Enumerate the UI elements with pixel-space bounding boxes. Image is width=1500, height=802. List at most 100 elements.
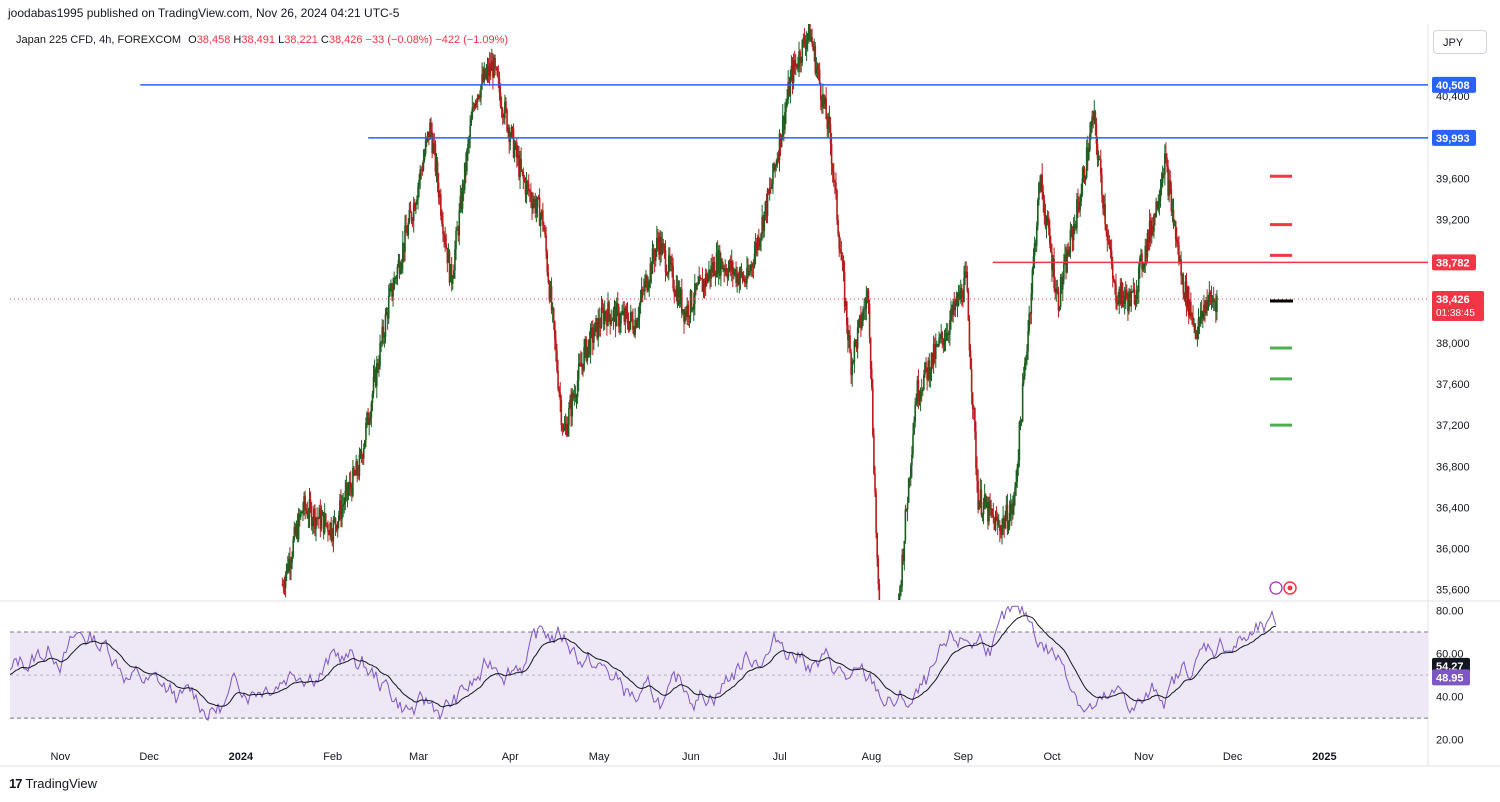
candle-body	[1110, 250, 1113, 265]
candle-body	[507, 127, 509, 131]
candle-body	[983, 494, 986, 503]
candle-body	[1035, 226, 1038, 246]
rsi-tick-label-3: 20.00	[1436, 735, 1464, 747]
candle-body	[392, 289, 394, 297]
candle-body	[322, 512, 325, 533]
candle-body	[905, 509, 908, 511]
candle-body	[827, 116, 830, 129]
candle-body	[518, 155, 520, 177]
price-tick-label-3: 38,000	[1436, 338, 1470, 350]
candle-body	[1052, 259, 1054, 271]
candle-body	[801, 39, 804, 63]
candle-body	[1211, 298, 1214, 302]
candle-body	[590, 327, 593, 329]
candle-body	[987, 502, 989, 522]
candle-body	[612, 310, 615, 321]
candle-body	[563, 427, 566, 431]
candle-body	[500, 106, 503, 110]
candle-body	[696, 284, 698, 290]
candle-body	[664, 249, 667, 273]
candle-body	[413, 203, 416, 211]
candle-body	[1130, 292, 1132, 307]
candle-body	[470, 118, 473, 126]
candle-body	[1093, 111, 1096, 121]
candle-body	[636, 321, 639, 328]
candle-body	[543, 225, 545, 232]
candle-body	[339, 500, 341, 516]
candle-body	[671, 262, 673, 266]
candle-body	[849, 335, 851, 353]
candle-body	[1034, 243, 1037, 246]
candle-body	[816, 66, 819, 70]
candle-body	[1002, 517, 1004, 526]
candle-body	[847, 325, 849, 341]
candle-body	[727, 268, 730, 278]
candle-body	[337, 515, 340, 522]
candle-body	[391, 283, 393, 297]
candle-body	[345, 483, 348, 492]
candle-body	[883, 731, 885, 761]
candle-body	[788, 82, 791, 97]
candle-body	[491, 60, 493, 71]
candle-body	[1014, 486, 1016, 495]
candle-body	[1126, 289, 1128, 299]
candle-body	[418, 180, 420, 187]
candle-body	[714, 275, 717, 277]
candle-body	[868, 303, 871, 338]
candle-body	[1085, 147, 1088, 178]
candle-body	[707, 276, 709, 283]
candle-body	[475, 101, 478, 103]
candle-body	[956, 296, 959, 306]
candle-body	[729, 260, 732, 272]
currency-button[interactable]: JPY	[1433, 30, 1487, 54]
candle-body	[333, 518, 336, 521]
candle-body	[446, 247, 449, 264]
candle-body	[772, 163, 774, 184]
candle-body	[1076, 199, 1078, 229]
candle-body	[540, 210, 543, 216]
low-label: L	[278, 34, 285, 46]
candle-body	[555, 339, 557, 351]
candle-body	[1173, 221, 1176, 226]
candle-body	[1177, 242, 1179, 245]
candle-body	[405, 225, 407, 233]
candle-body	[626, 312, 629, 324]
candle-body	[902, 554, 905, 562]
candle-body	[454, 249, 456, 271]
candle-body	[508, 127, 511, 143]
candle-body	[1037, 200, 1039, 227]
candle-body	[684, 311, 686, 322]
candle-body	[740, 268, 743, 274]
candle-body	[690, 290, 693, 310]
tradingview-logo-icon: 17	[9, 776, 23, 791]
candle-body	[609, 314, 611, 325]
candle-body	[933, 344, 936, 359]
footer-brand-name: TradingView	[25, 776, 98, 791]
candle-body	[878, 583, 881, 600]
candle-body	[971, 392, 974, 410]
candle-body	[420, 169, 423, 171]
candle-body	[1050, 243, 1052, 253]
candle-body	[523, 178, 526, 181]
candle-body	[711, 265, 713, 273]
candle-body	[1078, 205, 1080, 211]
candle-body	[485, 72, 488, 79]
candle-body	[290, 562, 292, 569]
time-tick-label-8: Jul	[773, 751, 787, 763]
candle-body	[530, 191, 532, 202]
candle-body	[327, 524, 329, 532]
candle-body	[1197, 318, 1200, 331]
candle-body	[346, 483, 349, 496]
candle-body	[519, 158, 521, 177]
candle-body	[979, 489, 982, 502]
candle-body	[550, 286, 553, 311]
candle-body	[726, 274, 729, 278]
candle-body	[733, 272, 735, 275]
candle-body	[509, 136, 512, 143]
candle-body	[283, 587, 286, 589]
candle-body	[1071, 229, 1074, 241]
candle-body	[822, 94, 824, 108]
candle-body	[1088, 150, 1090, 160]
candle-body	[476, 95, 479, 102]
